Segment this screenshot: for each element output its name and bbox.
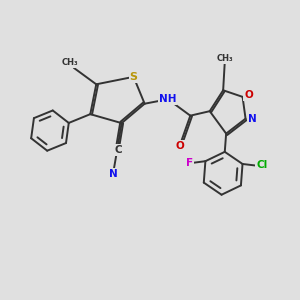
Text: N: N [248, 114, 256, 124]
Text: N: N [109, 169, 118, 179]
Text: O: O [176, 141, 184, 151]
Text: CH₃: CH₃ [62, 58, 79, 67]
Text: S: S [130, 72, 138, 82]
Text: Cl: Cl [256, 160, 267, 170]
Text: NH: NH [159, 94, 177, 104]
Text: O: O [244, 90, 253, 100]
Text: F: F [186, 158, 193, 168]
Text: C: C [115, 145, 122, 155]
Text: CH₃: CH₃ [216, 54, 233, 63]
